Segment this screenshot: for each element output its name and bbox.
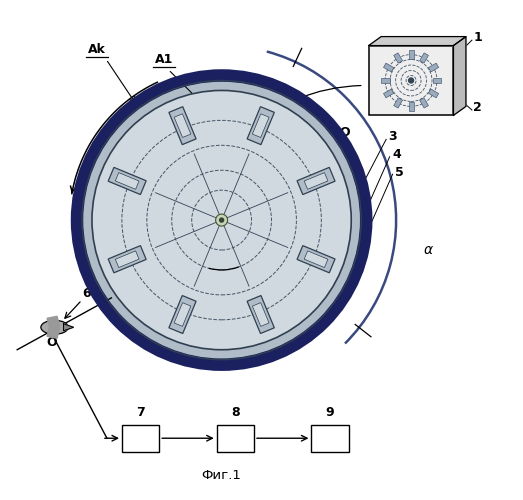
Bar — [116, 172, 139, 190]
Bar — [394, 53, 403, 63]
Bar — [304, 251, 328, 268]
Bar — [253, 302, 269, 326]
Bar — [174, 302, 191, 326]
Ellipse shape — [41, 320, 69, 334]
Bar — [169, 296, 196, 334]
Bar — [381, 78, 390, 83]
Bar — [383, 63, 394, 72]
Bar — [419, 53, 428, 63]
Text: 1: 1 — [473, 31, 482, 44]
Text: 9: 9 — [326, 406, 334, 418]
Text: 8: 8 — [231, 406, 240, 418]
Bar — [433, 78, 441, 83]
Bar — [247, 106, 275, 144]
Bar — [122, 424, 160, 452]
Circle shape — [220, 218, 224, 222]
Bar — [408, 102, 414, 111]
Polygon shape — [47, 316, 60, 328]
Bar — [369, 46, 453, 116]
Circle shape — [92, 90, 351, 350]
Circle shape — [408, 78, 414, 83]
Polygon shape — [47, 328, 60, 338]
Text: Ak: Ak — [88, 43, 106, 56]
Bar — [116, 251, 139, 268]
Bar — [247, 296, 275, 334]
Text: 3: 3 — [389, 130, 397, 143]
Bar — [297, 246, 335, 273]
Bar — [408, 50, 414, 59]
Polygon shape — [64, 324, 74, 331]
Text: 5: 5 — [395, 166, 404, 179]
Bar — [174, 114, 191, 138]
Text: Фиг.1: Фиг.1 — [202, 470, 242, 482]
Bar — [428, 89, 439, 98]
Bar — [311, 424, 349, 452]
Bar — [428, 63, 439, 72]
Bar — [394, 98, 403, 108]
Text: α: α — [424, 243, 433, 257]
Bar — [253, 114, 269, 138]
Bar — [217, 424, 254, 452]
Circle shape — [215, 214, 228, 226]
Text: O: O — [339, 126, 350, 139]
Text: 7: 7 — [136, 406, 145, 418]
Bar — [169, 106, 196, 144]
Text: 6: 6 — [83, 288, 92, 300]
Polygon shape — [453, 36, 466, 116]
Circle shape — [79, 78, 363, 362]
Text: 2: 2 — [473, 101, 482, 114]
Bar — [108, 168, 146, 194]
Bar — [419, 98, 428, 108]
Polygon shape — [369, 36, 466, 46]
Bar — [297, 168, 335, 194]
Bar — [304, 172, 328, 190]
Text: A3: A3 — [257, 155, 276, 168]
Text: A1: A1 — [155, 53, 174, 66]
Text: O: O — [47, 336, 58, 349]
Text: A2: A2 — [235, 110, 253, 124]
Text: β: β — [220, 276, 229, 290]
Text: 4: 4 — [392, 148, 401, 161]
Bar — [108, 246, 146, 273]
Bar — [383, 89, 394, 98]
